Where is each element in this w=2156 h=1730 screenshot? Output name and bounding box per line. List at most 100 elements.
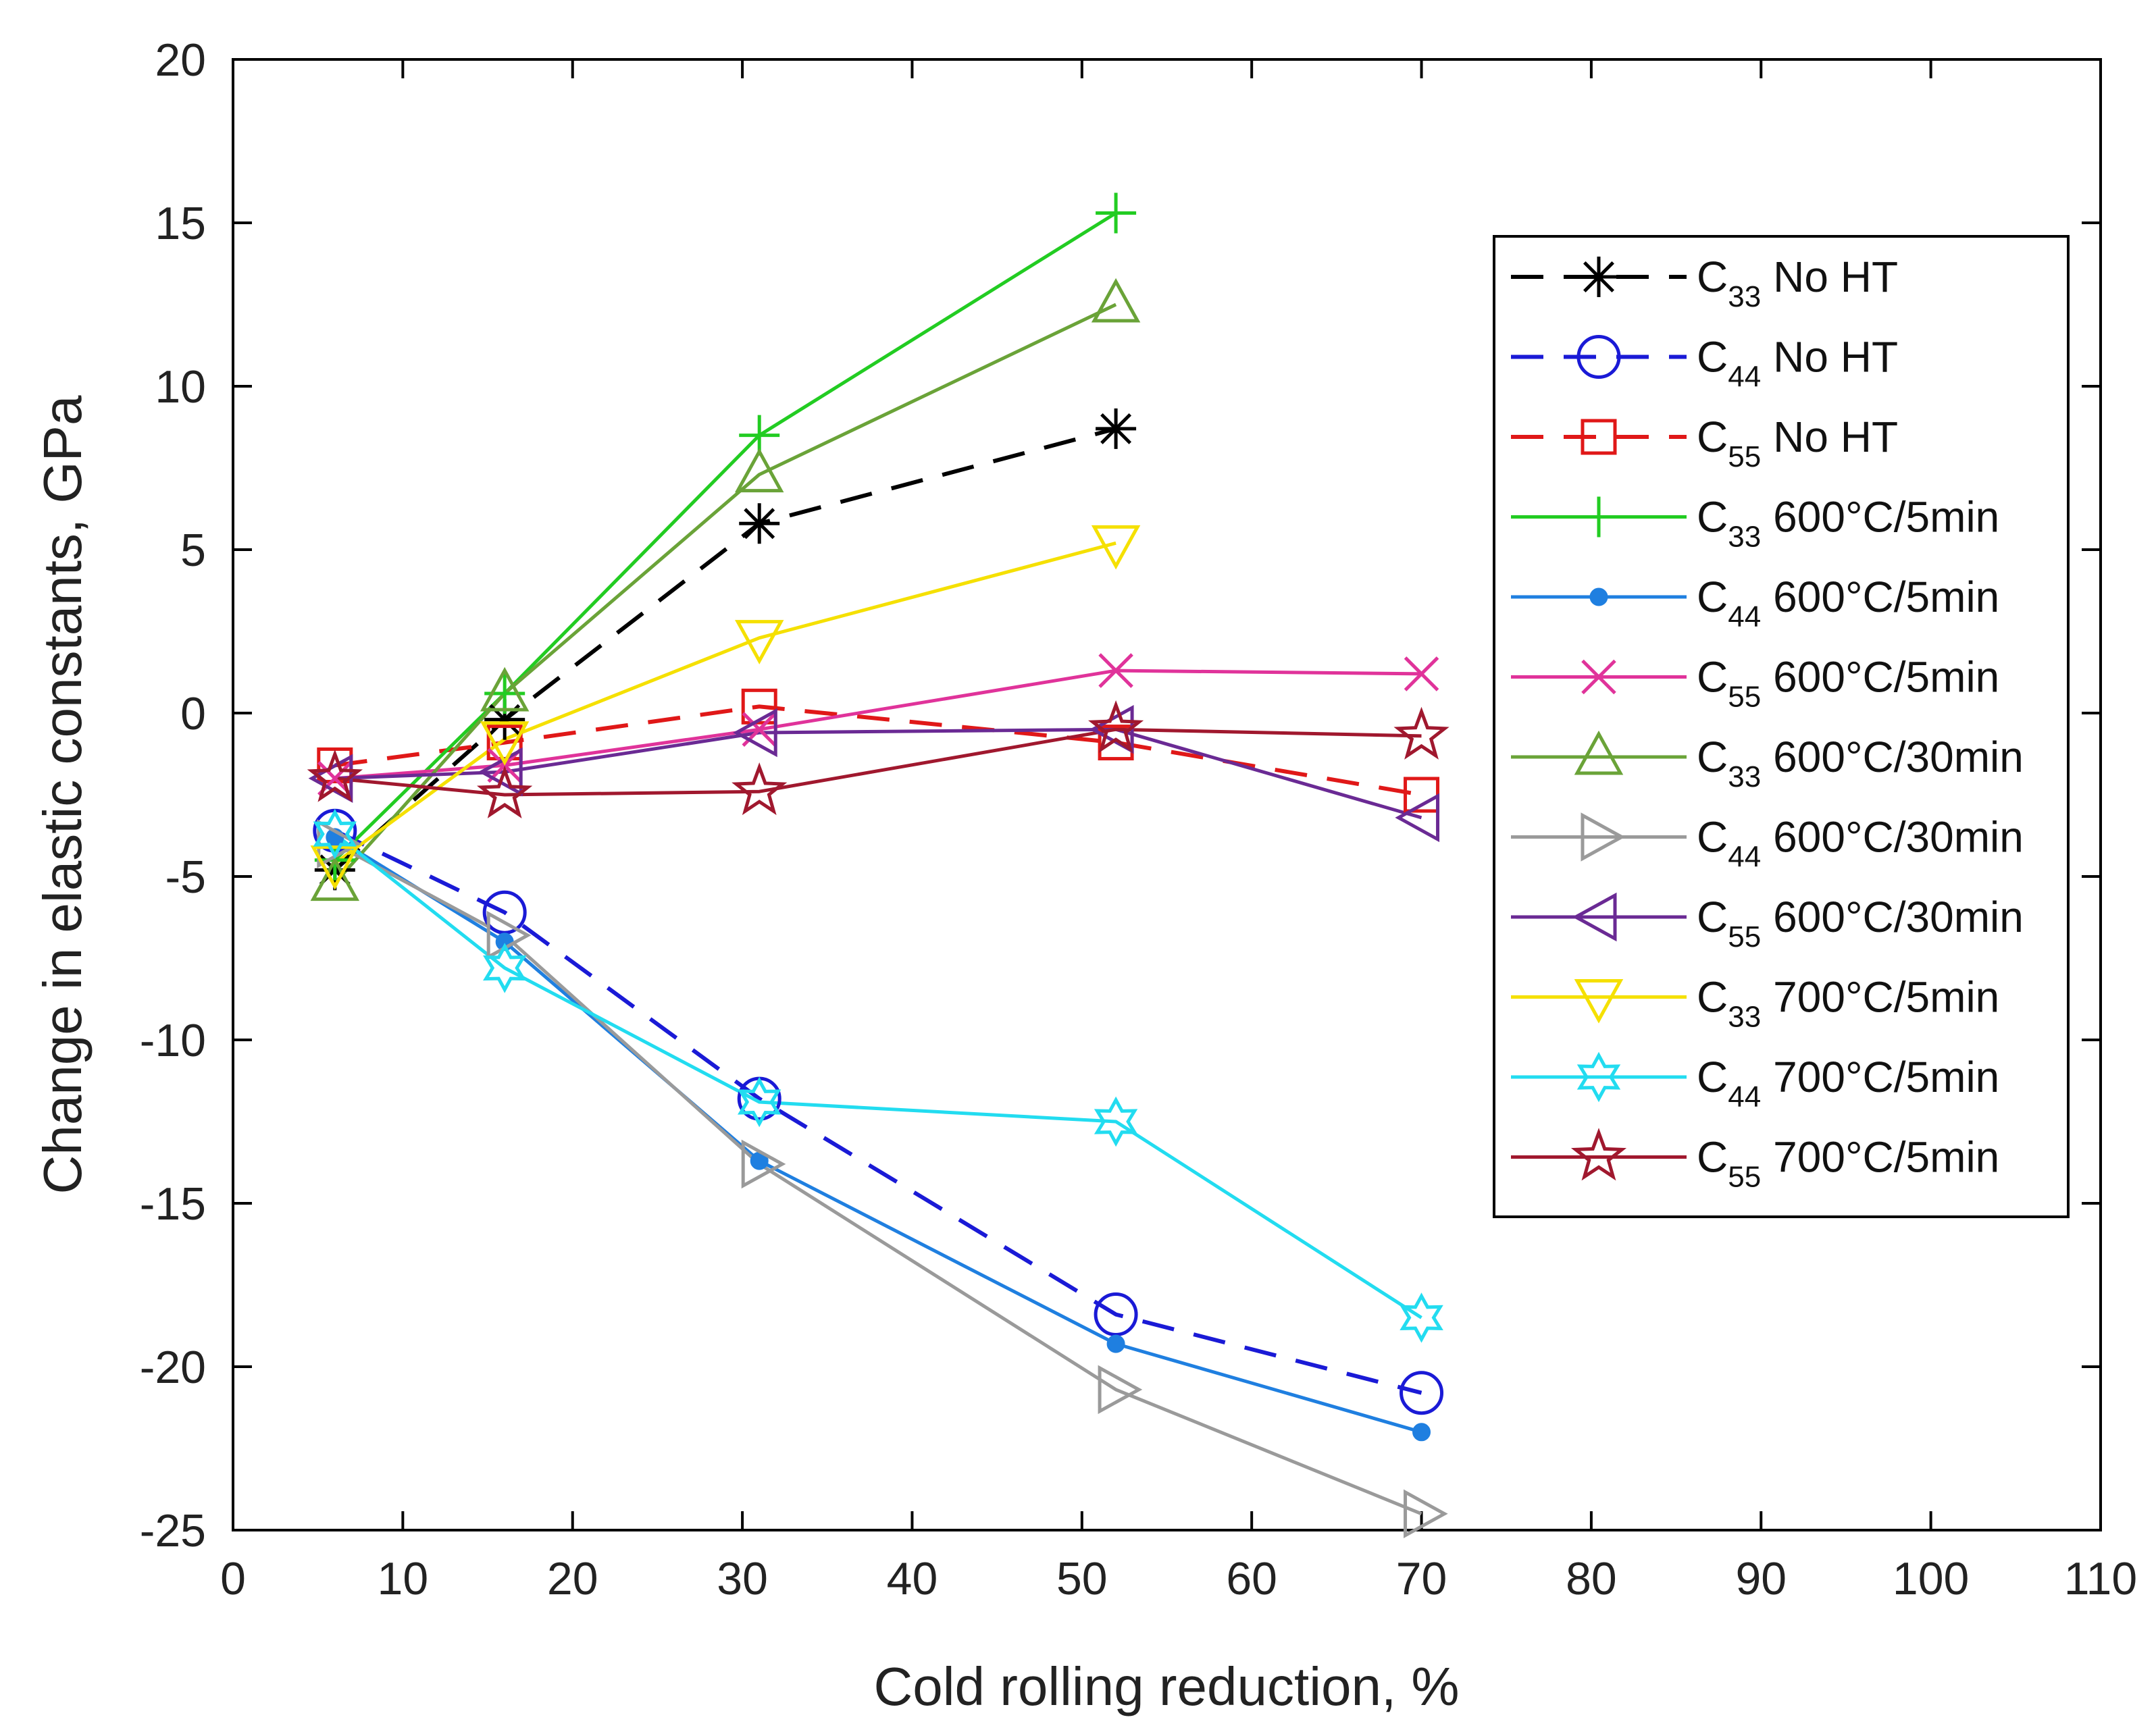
legend-label: C33 600°C/5min [1697,493,1999,554]
legend-item: C55 600°C/30min [1511,892,2024,953]
data-point-8-2 [733,708,777,758]
legend-marker [1576,1051,1621,1103]
data-point-11-2 [732,762,788,816]
legend-marker [1572,892,1617,942]
legend-label: C44 No HT [1697,333,1898,394]
data-point-8-4 [1395,793,1440,843]
legend-label: C44 600°C/5min [1697,573,1999,633]
series-markers [307,192,1449,1539]
y-tick-label: -5 [165,851,206,903]
data-point-5-3 [1098,653,1133,688]
data-point-11-4 [1393,706,1449,760]
legend-label: C55 600°C/5min [1697,653,1999,714]
legend-item: C55 No HT [1511,413,1898,473]
data-point-11-0 [307,749,363,802]
legend-label: C44 700°C/5min [1697,1053,1999,1113]
legend-item: C33 600°C/30min [1511,730,2024,793]
legend-label: C55 700°C/5min [1697,1133,1999,1194]
series-line-8 [334,727,1422,820]
legend-marker [1574,979,1624,1024]
legend-item: C44 700°C/5min [1511,1051,1999,1113]
legend-label: C55 600°C/30min [1697,893,2024,953]
y-axis-title: Change in elastic constants, GPa [32,395,93,1194]
x-tick-label: 80 [1566,1553,1617,1604]
legend-marker [1578,496,1619,538]
y-tick-label: -25 [140,1505,206,1556]
y-tick-label: 15 [155,198,206,249]
legend-item: C33 700°C/5min [1511,973,1999,1034]
data-point-7-3 [1098,1365,1143,1415]
y-tick-label: -10 [140,1015,206,1066]
data-point-6-0 [310,856,360,901]
legend-item: C33 No HT [1511,253,1898,313]
y-tick-label: 0 [180,688,206,739]
x-tick-label: 90 [1735,1553,1787,1604]
data-point-11-3 [1088,700,1144,754]
legend-marker [1576,335,1621,379]
y-tick-label: 20 [155,34,206,86]
series-line-0 [333,427,1116,872]
data-point-7-2 [741,1139,786,1189]
x-tick-label: 10 [378,1553,429,1604]
data-point-7-1 [486,910,532,960]
series-line-1 [334,829,1422,1395]
legend-item: C55 600°C/5min [1511,653,1999,714]
legend-box [1493,235,2070,1218]
x-tick-label: 70 [1396,1553,1447,1604]
legend-item: C44 600°C/30min [1511,812,2024,874]
legend-label: C33 600°C/30min [1697,733,2024,793]
x-tick-label: 60 [1226,1553,1277,1604]
legend-item: C44 No HT [1511,333,1898,394]
data-point-6-1 [480,666,530,712]
legend-label: C33 700°C/5min [1697,973,1999,1034]
legend-marker [1581,812,1626,862]
data-point-5-4 [1404,656,1439,691]
data-point-1-3 [1094,1292,1138,1337]
legend-marker [1589,587,1608,606]
data-point-4-3 [1106,1334,1125,1353]
data-point-9-2 [734,620,784,664]
data-point-9-1 [480,721,530,766]
series-line-9 [334,541,1116,865]
legend-item: C55 700°C/5min [1511,1128,1999,1194]
data-point-7-4 [1404,1489,1448,1539]
data-point-9-3 [1091,525,1141,570]
data-point-10-3 [1094,1096,1138,1147]
x-tick-label: 40 [887,1553,938,1604]
data-point-10-1 [483,943,527,993]
legend-label: C33 No HT [1697,253,1898,313]
legend-marker [1581,419,1617,455]
data-point-10-0 [313,808,357,860]
data-point-6-2 [734,448,784,493]
data-point-3-3 [1096,192,1137,234]
y-tick-label: 10 [155,361,206,413]
y-tick-label: -15 [140,1178,206,1230]
x-tick-label: 0 [220,1553,246,1604]
legend-marker [1574,730,1624,775]
data-point-10-2 [737,1076,781,1128]
legend-item: C33 600°C/5min [1511,493,1999,554]
axis-ticks: 0 10 20 30 40 50 60 70 80 90 100 11020151050-5-10-1… [140,34,2137,1604]
data-point-6-3 [1091,278,1141,323]
series-line-10 [334,833,1422,1319]
legend: C33 No HT C44 No HT C55 No HT C33 600°C/5min C44… [1493,235,2070,1218]
data-point-2-2 [741,688,777,725]
data-point-11-1 [477,765,533,818]
legend-item: C44 600°C/5min [1511,573,1999,633]
data-point-0-2 [739,503,780,544]
x-tick-label: 20 [547,1553,598,1604]
x-tick-label: 110 [2064,1553,2137,1604]
data-point-9-0 [310,845,360,890]
x-axis-title: Cold rolling reduction, % [873,1656,1459,1716]
x-tick-label: 100 [1893,1553,1969,1604]
data-point-0-3 [1096,408,1137,449]
x-tick-label: 30 [717,1553,768,1604]
legend-marker [1581,659,1616,695]
data-point-1-4 [1400,1371,1444,1415]
data-point-1-1 [482,890,527,935]
legend-label: C44 600°C/30min [1697,813,2024,874]
legend-marker [1570,1128,1627,1181]
legend-marker [1578,257,1619,297]
series-line-11 [334,727,1422,797]
